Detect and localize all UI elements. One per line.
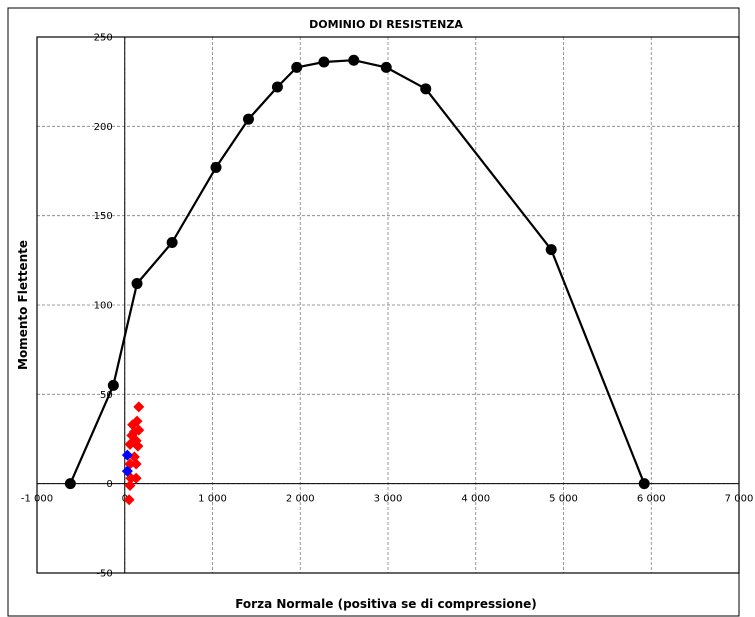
y-tick-label: 200 <box>94 122 113 133</box>
domain-curve-point <box>380 61 392 73</box>
y-tick-label: -50 <box>96 569 112 580</box>
x-tick-label: 6 000 <box>637 494 666 505</box>
domain-curve-point <box>210 161 222 173</box>
domain-curve-point <box>131 278 143 290</box>
red-load-point <box>124 479 136 491</box>
red-load-point <box>124 438 136 450</box>
y-tick-label: 0 <box>106 479 112 490</box>
domain-curve-point <box>107 379 119 391</box>
domain-curve-point <box>271 81 283 93</box>
x-tick-label: 5 000 <box>549 494 578 505</box>
x-tick-label: 4 000 <box>461 494 490 505</box>
red-load-point <box>132 440 144 452</box>
chart-area-border <box>7 7 740 617</box>
domain-curve-point <box>64 478 76 490</box>
x-tick-label: 7 000 <box>725 494 754 505</box>
x-axis-label: Forza Normale (positiva se di compressio… <box>235 597 537 611</box>
x-tick-label: 2 000 <box>286 494 315 505</box>
blue-load-point <box>121 449 133 461</box>
gridlines <box>37 37 739 573</box>
domain-curve-point <box>638 478 650 490</box>
domain-curve-point <box>545 244 557 256</box>
domain-curve-point <box>291 61 303 73</box>
x-tick-label: 3 000 <box>374 494 403 505</box>
y-tick-label: 150 <box>94 211 113 222</box>
plot-area-frame <box>36 36 740 574</box>
domain-curve-point <box>242 113 254 125</box>
x-tick-label: 1 000 <box>198 494 227 505</box>
chart-title: DOMINIO DI RESISTENZA <box>309 18 463 31</box>
domain-curve-line <box>69 59 646 485</box>
red-load-point <box>123 494 135 506</box>
domain-curve-point <box>166 236 178 248</box>
y-tick-label: 250 <box>94 33 113 44</box>
domain-curve-point <box>420 83 432 95</box>
x-tick-label: -1 000 <box>21 494 53 505</box>
y-tick-label: 50 <box>100 390 113 401</box>
domain-curve-point <box>318 56 330 68</box>
red-load-point <box>130 458 142 470</box>
red-load-point <box>130 472 142 484</box>
y-tick-label: 100 <box>94 301 113 312</box>
domain-curve-point <box>348 54 360 66</box>
red-load-point <box>133 424 145 436</box>
red-load-point <box>133 401 145 413</box>
series-layer <box>64 54 650 506</box>
y-axis-label: Momento Flettente <box>16 240 30 370</box>
blue-load-point <box>121 465 133 477</box>
